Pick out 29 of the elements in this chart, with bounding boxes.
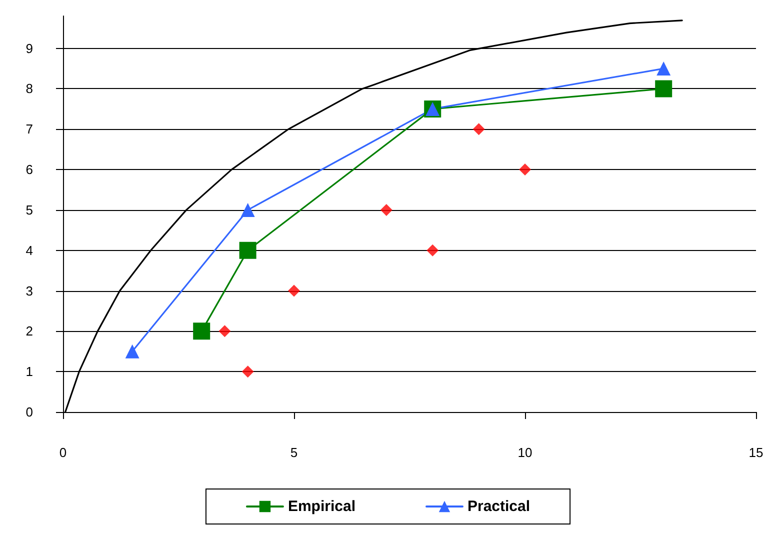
y-tick-label: 2 (26, 324, 33, 339)
point (288, 284, 300, 297)
point (472, 123, 485, 136)
y-tick-label: 3 (26, 283, 33, 298)
point (655, 80, 672, 98)
legend-label: Practical (467, 498, 530, 515)
point (242, 366, 254, 378)
point (656, 62, 671, 76)
point (239, 242, 256, 259)
y-tick-label: 0 (26, 404, 33, 420)
y-tick-label: 6 (26, 162, 33, 178)
legend-label: Empirical (288, 498, 356, 515)
x-tick-label: 0 (59, 445, 67, 460)
point (240, 202, 255, 217)
point (380, 204, 392, 216)
point (125, 344, 140, 358)
y-tick-label: 7 (26, 122, 33, 137)
point (193, 322, 210, 340)
y-tick-label: 1 (26, 364, 33, 380)
x-tick-label: 15 (748, 445, 764, 460)
x-tick-label: 5 (290, 445, 298, 460)
y-tick-label: 8 (26, 81, 33, 96)
point (426, 244, 439, 256)
y-tick-label: 5 (26, 202, 33, 218)
y-tick-label: 4 (26, 242, 33, 258)
point (218, 325, 231, 338)
x-tick-label: 10 (518, 445, 532, 460)
point (519, 164, 531, 176)
y-tick-label: 9 (26, 40, 33, 56)
